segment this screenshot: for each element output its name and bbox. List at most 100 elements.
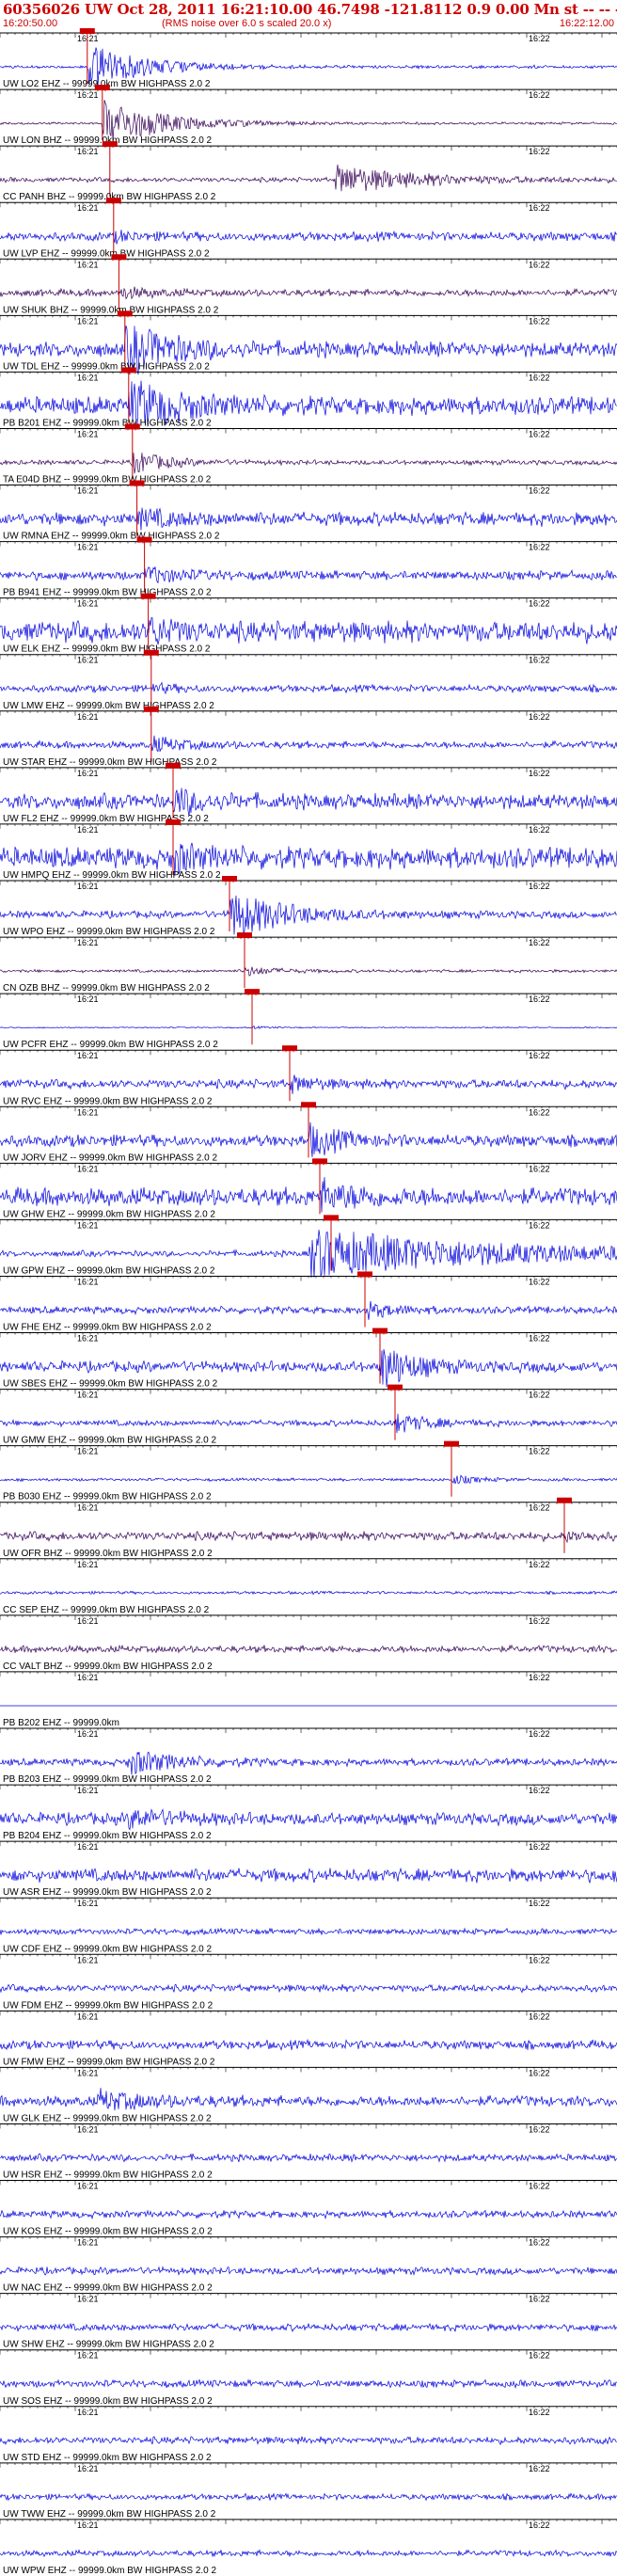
waveform [0,1349,617,1388]
station-label: UW SHW EHZ -- 99999.0km BW HIGHPASS 2.0 … [3,2340,214,2350]
waveform [0,2492,617,2502]
waveform [0,2209,617,2220]
tick-label: 16:22 [529,2012,550,2021]
tick-label: 16:21 [77,1899,99,1908]
pick-marker [312,1158,327,1165]
tick-label: 16:21 [77,373,99,382]
waveform [0,2088,617,2111]
waveform [0,1590,617,1596]
station-label: UW GPW EHZ -- 99999.0km BW HIGHPASS 2.0 … [3,1265,215,1276]
tick-label: 16:22 [529,486,550,496]
tick-label: 16:22 [529,1391,550,1400]
tick-label: 16:22 [529,599,550,609]
tick-label: 16:22 [529,1334,550,1344]
waveform [0,1474,617,1485]
station-label: UW ELK EHZ -- 99999.0km BW HIGHPASS 2.0 … [3,644,211,655]
pick-marker [388,1384,403,1391]
tick-label: 16:22 [529,2408,550,2417]
tick-label: 16:21 [77,90,99,100]
station-label: UW NAC EHZ -- 99999.0km BW HIGHPASS 2.0 … [3,2283,213,2294]
tick-label: 16:21 [77,769,99,778]
tick-label: 16:21 [77,1277,99,1286]
waveform [0,735,617,753]
tick-label: 16:22 [529,147,550,156]
tick-label: 16:21 [77,2068,99,2077]
pick-marker [124,423,140,430]
tick-label: 16:21 [77,260,99,269]
waveform [0,1982,617,1994]
tick-label: 16:22 [529,1503,550,1513]
tick-label: 16:22 [529,203,550,213]
waveform [0,2436,617,2446]
station-label: UW SBES EHZ -- 99999.0km BW HIGHPASS 2.0… [3,1379,218,1390]
waveform [0,2153,617,2163]
station-label: TA E04D BHZ -- 99999.0km BW HIGHPASS 2.0… [3,475,212,485]
tick-label: 16:21 [77,2012,99,2021]
tick-label: 16:22 [529,373,550,382]
pick-marker [136,536,152,543]
station-label: UW LO2 EHZ -- 99999.0km BW HIGHPASS 2.0 … [3,79,211,89]
tick-label: 16:22 [529,769,550,778]
waveform [0,617,617,645]
waveform [0,1230,617,1279]
tick-label: 16:21 [77,2464,99,2473]
pick-marker [140,593,156,599]
tick-label: 16:21 [77,2520,99,2530]
tick-label: 16:22 [529,2295,550,2304]
waveform [0,380,617,430]
tick-label: 16:22 [529,34,550,43]
station-label: UW GLK EHZ -- 99999.0km BW HIGHPASS 2.0 … [3,2113,212,2123]
tick-label: 16:22 [529,1107,550,1117]
tick-label: 16:22 [529,2464,550,2473]
tick-label: 16:22 [529,1051,550,1060]
tick-label: 16:21 [77,1560,99,1569]
pick-marker [143,706,159,712]
tick-label: 16:21 [77,316,99,326]
pick-marker [111,254,127,261]
waveform [0,1413,617,1434]
station-label: UW WPO EHZ -- 99999.0km BW HIGHPASS 2.0 … [3,927,215,937]
tick-label: 16:21 [77,1503,99,1513]
station-label: UW ASR EHZ -- 99999.0km BW HIGHPASS 2.0 … [3,1887,212,1898]
waveform [0,2038,617,2051]
tick-label: 16:22 [529,1899,550,1908]
station-label: UW GMW EHZ -- 99999.0km BW HIGHPASS 2.0 … [3,1436,217,1446]
tick-label: 16:22 [529,938,550,947]
waveform [0,966,617,977]
tick-label: 16:22 [529,656,550,665]
tick-label: 16:21 [77,2295,99,2304]
station-label: UW FDM EHZ -- 99999.0km BW HIGHPASS 2.0 … [3,2000,214,2011]
tick-label: 16:21 [77,2408,99,2417]
tick-label: 16:21 [77,1391,99,1400]
station-label: UW OFR BHZ -- 99999.0km BW HIGHPASS 2.0 … [3,1549,213,1559]
tick-label: 16:22 [529,2182,550,2191]
pick-marker [222,876,237,882]
tick-label: 16:22 [529,90,550,100]
tick-label: 16:21 [77,486,99,496]
tick-label: 16:21 [77,656,99,665]
start-time-label: 16:20:50.00 [3,18,58,29]
tick-label: 16:22 [529,1673,550,1682]
station-label: UW TDL EHZ -- 99999.0km BW HIGHPASS 2.0 … [3,361,210,372]
tick-label: 16:22 [529,2238,550,2248]
tick-label: 16:21 [77,1786,99,1795]
pick-marker [166,819,181,825]
waveform [0,566,617,584]
tick-label: 16:22 [529,1277,550,1286]
station-label: PB B202 EHZ -- 99999.0km [3,1718,119,1728]
tick-label: 16:21 [77,429,99,438]
tick-label: 16:22 [529,1842,550,1852]
station-label: UW GHW EHZ -- 99999.0km BW HIGHPASS 2.0 … [3,1209,215,1219]
tick-label: 16:22 [529,1560,550,1569]
station-label: UW SHUK BHZ -- 99999.0km BW HIGHPASS 2.0… [3,305,219,315]
tick-label: 16:22 [529,429,550,438]
tick-label: 16:21 [77,1051,99,1060]
tick-label: 16:21 [77,825,99,835]
station-label: UW TWW EHZ -- 99999.0km BW HIGHPASS 2.0 … [3,2509,216,2520]
pick-marker [129,480,145,486]
waveform [0,453,617,474]
pick-marker [79,28,95,34]
waveform [0,286,617,300]
waveform [0,2549,617,2558]
tick-label: 16:21 [77,1729,99,1739]
